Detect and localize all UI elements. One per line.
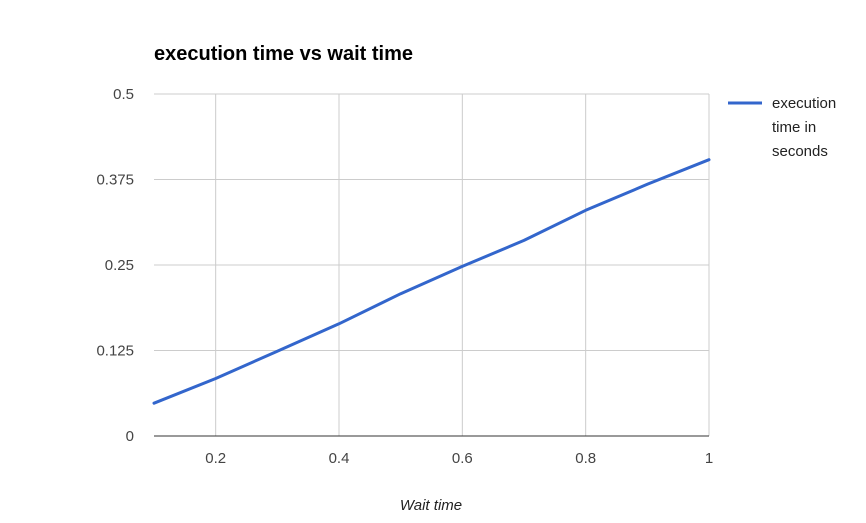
- x-tick-label: 0.4: [329, 450, 350, 467]
- y-tick-label: 0.125: [96, 343, 134, 360]
- tick-labels: 0 0.125 0.25 0.375 0.5 0.2 0.4 0.6 0.8 1: [96, 86, 713, 467]
- y-tick-label: 0.375: [96, 172, 134, 189]
- x-tick-label: 0.6: [452, 450, 473, 467]
- legend-label: execution time in seconds: [772, 95, 836, 160]
- series-lines: [152, 158, 711, 405]
- y-tick-label: 0.5: [113, 86, 134, 103]
- x-tick-label: 0.2: [205, 450, 226, 467]
- chart-title: execution time vs wait time: [154, 43, 413, 65]
- legend-label-line: time in: [772, 119, 816, 136]
- x-axis-title: Wait time: [400, 497, 462, 514]
- y-tick-label: 0.25: [105, 257, 134, 274]
- x-tick-label: 1: [705, 450, 713, 467]
- legend-label-line: seconds: [772, 143, 828, 160]
- gridlines: [154, 93, 710, 436]
- legend-label-line: execution: [772, 95, 836, 112]
- legend[interactable]: execution time in seconds: [728, 95, 836, 160]
- x-tick-label: 0.8: [575, 450, 596, 467]
- series-line[interactable]: [152, 158, 711, 405]
- y-tick-label: 0: [126, 428, 134, 445]
